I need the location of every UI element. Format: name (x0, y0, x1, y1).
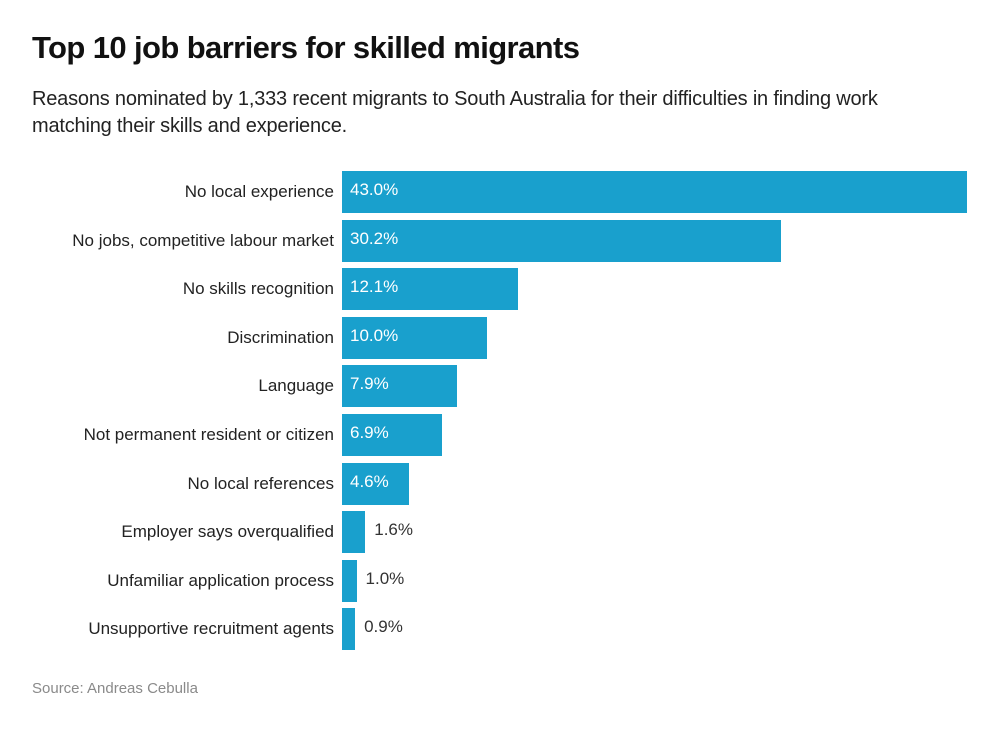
bar-row: No jobs, competitive labour market 30.2% (0, 219, 1000, 262)
category-label: Language (258, 376, 334, 396)
value-label: 12.1% (350, 277, 399, 297)
value-label: 1.0% (365, 568, 405, 588)
value-label: 6.9% (350, 423, 389, 442)
value-label: 0.9% (364, 617, 403, 637)
category-label: Unfamiliar application process (107, 570, 334, 590)
bar (342, 511, 366, 554)
category-label: Not permanent resident or citizen (83, 425, 334, 444)
chart-subtitle: Reasons nominated by 1,333 recent migran… (32, 88, 878, 137)
source-note: Source: Andreas Cebulla (32, 680, 198, 697)
category-label: No skills recognition (182, 279, 334, 299)
bar (342, 559, 357, 602)
value-label: 43.0% (350, 180, 399, 199)
category-label: No local experience (184, 182, 334, 201)
bar-row: Unfamiliar application process 1.0% (0, 559, 1000, 602)
bar (342, 414, 443, 456)
category-label: No jobs, competitive labour market (72, 230, 334, 250)
bar-row: No local experience 43.0% (0, 171, 1000, 213)
bar-row: Employer says overqualified 1.6% (0, 511, 1000, 554)
bar-row: No skills recognition 12.1% (0, 268, 1000, 311)
bar-row: Not permanent resident or citizen 6.9% (0, 414, 1000, 456)
bar-row: Unsupportive recruitment agents 0.9% (0, 608, 1000, 651)
value-label: 1.6% (374, 520, 413, 540)
value-label: 4.6% (350, 471, 389, 491)
category-label: Unsupportive recruitment agents (88, 619, 334, 639)
bar-row: Discrimination 10.0% (0, 316, 1000, 359)
chart-title: Top 10 job barriers for skilled migrants (32, 30, 580, 65)
bar-row: Language 7.9% (0, 365, 1000, 408)
value-label: 10.0% (350, 325, 399, 345)
category-label: No local references (187, 473, 334, 493)
bar (342, 608, 356, 651)
value-label: 30.2% (350, 228, 399, 248)
bar (342, 316, 488, 359)
category-label: Employer says overqualified (121, 522, 334, 542)
bar (342, 268, 518, 311)
value-label: 7.9% (350, 374, 389, 394)
category-label: Discrimination (227, 327, 334, 347)
bar (342, 462, 409, 505)
bar (342, 365, 457, 408)
bar (342, 171, 967, 213)
bar-row: No local references 4.6% (0, 462, 1000, 505)
bar (342, 219, 781, 262)
